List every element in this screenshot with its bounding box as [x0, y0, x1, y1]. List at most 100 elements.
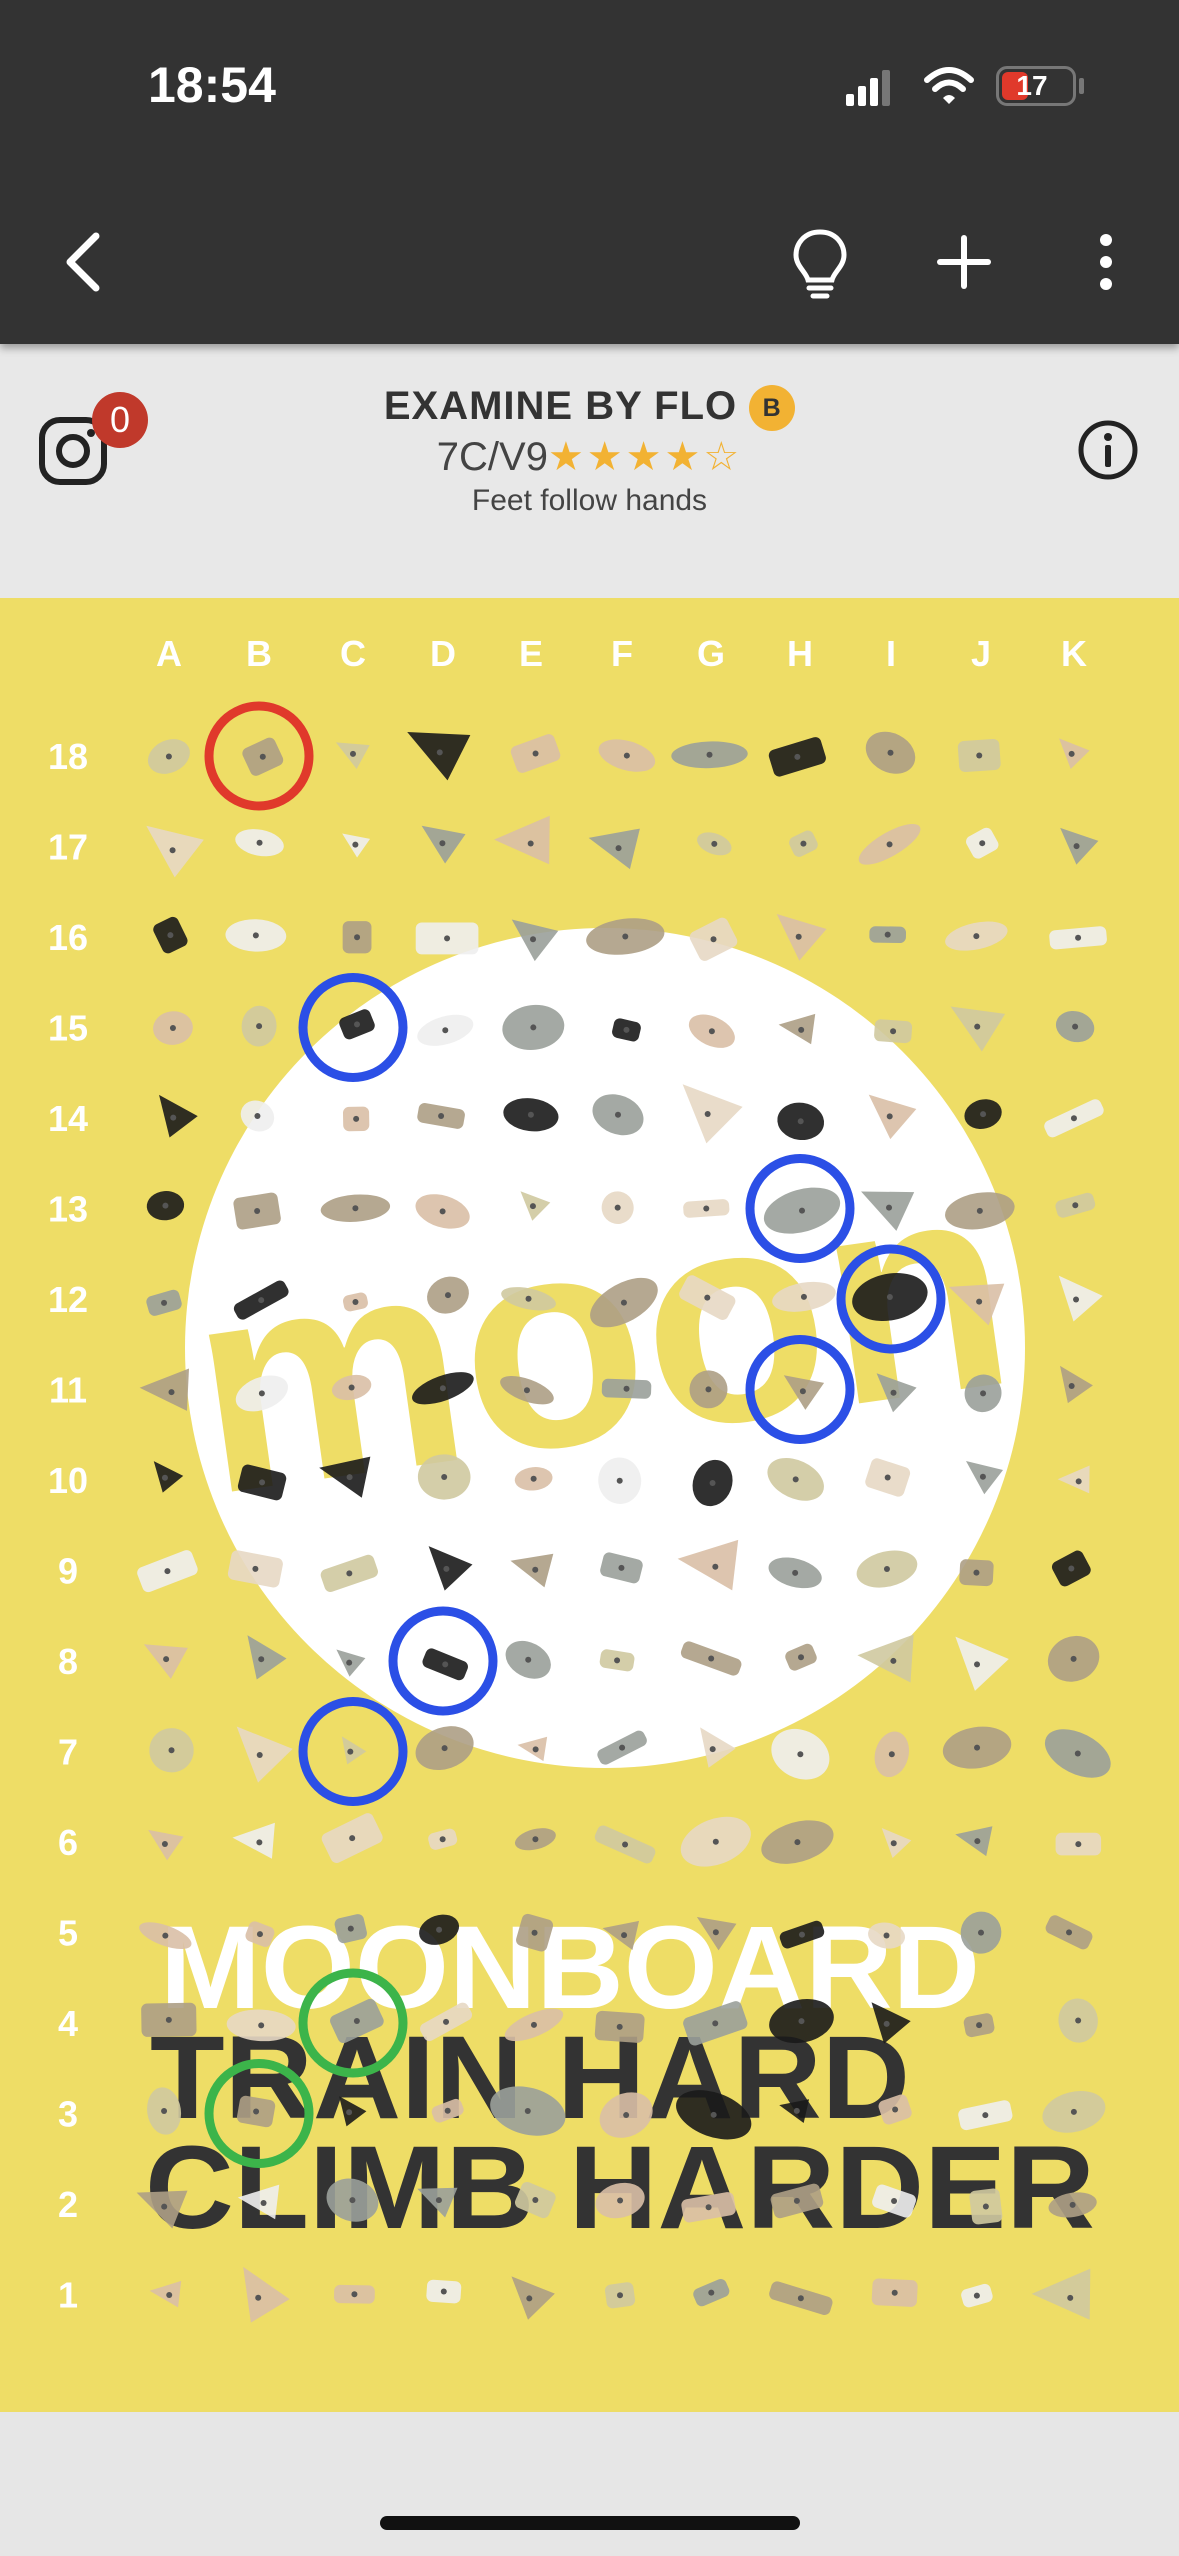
- hold-bolt-K2: [1069, 2201, 1076, 2208]
- problem-header: [0, 344, 1179, 598]
- hold-I8[interactable]: [857, 1629, 932, 1698]
- hold-bolt-D13: [439, 1208, 446, 1215]
- hold-K11[interactable]: [1047, 1365, 1094, 1410]
- hold-bolt-B7: [256, 1751, 263, 1758]
- hold-F5[interactable]: [602, 1917, 647, 1956]
- moonboard: moon MOONBOARD TRAIN HARD CLIMB HARDER A…: [0, 598, 1179, 2412]
- hold-bolt-H3: [793, 2107, 800, 2114]
- hold-A14[interactable]: [145, 1094, 199, 1144]
- hold-bolt-B13: [254, 1208, 261, 1215]
- hold-B8[interactable]: [232, 1635, 288, 1687]
- hold-bolt-B6: [256, 1839, 263, 1846]
- hold-J12[interactable]: [948, 1278, 1011, 1330]
- marker-start-B3[interactable]: [204, 2059, 314, 2168]
- hold-G7[interactable]: [686, 1727, 737, 1774]
- hold-bolt-E10: [530, 1475, 537, 1482]
- hold-E17[interactable]: [494, 810, 570, 881]
- hold-bolt-C12: [352, 1298, 359, 1305]
- hold-bolt-G4: [712, 2020, 719, 2027]
- hold-D9[interactable]: [418, 1546, 474, 1596]
- hold-bolt-C17: [352, 841, 359, 848]
- hold-bolt-H17: [800, 840, 807, 847]
- add-button[interactable]: [924, 222, 1004, 302]
- hold-B6[interactable]: [232, 1819, 288, 1870]
- hold-H16[interactable]: [769, 914, 828, 964]
- hold-bolt-C3: [346, 2109, 353, 2116]
- signal-icon: [846, 70, 890, 106]
- app-top-bar: 18:54 17: [0, 0, 1179, 344]
- instagram-button[interactable]: [38, 416, 108, 486]
- home-indicator[interactable]: [380, 2516, 800, 2530]
- hold-bolt-B14: [254, 1112, 261, 1119]
- hold-C10[interactable]: [319, 1452, 381, 1508]
- hold-D18[interactable]: [407, 729, 472, 783]
- hold-A11[interactable]: [139, 1364, 206, 1426]
- hold-bolt-E8: [525, 1656, 532, 1663]
- hold-E1[interactable]: [501, 2276, 556, 2325]
- marker-intermediate-D8[interactable]: [388, 1606, 498, 1716]
- hold-bolt-I17: [886, 841, 893, 848]
- column-label-C: C: [340, 633, 366, 674]
- problem-title: EXAMINE BY FLO B: [0, 384, 1179, 432]
- hold-C7[interactable]: [332, 1736, 368, 1769]
- hold-H15[interactable]: [778, 1010, 826, 1052]
- hold-bolt-I7: [888, 1751, 895, 1758]
- hold-bolt-J10: [979, 1473, 986, 1480]
- marker-intermediate-C15[interactable]: [298, 973, 408, 1082]
- hold-bolt-E18: [532, 750, 539, 757]
- hold-bolt-D3: [444, 2107, 451, 2114]
- hold-bolt-E11: [523, 1387, 530, 1394]
- marker-finish-B18[interactable]: [204, 701, 314, 811]
- hold-E9[interactable]: [510, 1550, 561, 1595]
- hold-I4[interactable]: [860, 2002, 913, 2049]
- hold-A2[interactable]: [136, 2186, 193, 2233]
- hold-K12[interactable]: [1046, 1275, 1104, 1328]
- hold-K10[interactable]: [1057, 1462, 1102, 1503]
- hold-A1[interactable]: [149, 2278, 191, 2315]
- hold-G9[interactable]: [677, 1534, 756, 1605]
- hold-C3[interactable]: [329, 2096, 367, 2131]
- marker-intermediate-H13[interactable]: [745, 1154, 855, 1263]
- hold-F17[interactable]: [588, 824, 650, 878]
- hold-bolt-B2: [260, 2199, 267, 2206]
- hold-bolt-D8: [442, 1661, 449, 1668]
- hold-bolt-F11: [623, 1385, 630, 1392]
- hold-bolt-K5: [1066, 1929, 1073, 1936]
- hold-B1[interactable]: [221, 2266, 292, 2334]
- hold-bolt-A4: [165, 2016, 172, 2023]
- hold-bolt-J5: [977, 1929, 984, 1936]
- marker-start-C4[interactable]: [298, 1968, 408, 2078]
- hold-I13[interactable]: [861, 1187, 917, 1234]
- hold-bolt-C9: [346, 1570, 353, 1577]
- hold-G14[interactable]: [669, 1084, 744, 1150]
- row-label-10: 10: [48, 1460, 88, 1501]
- hold-bolt-F15: [623, 1026, 630, 1033]
- hold-J8[interactable]: [942, 1636, 1011, 1698]
- hold-bolt-A5: [162, 1932, 169, 1939]
- back-button[interactable]: [44, 222, 124, 302]
- hold-bolt-E15: [530, 1024, 537, 1031]
- hold-bolt-I15: [890, 1028, 897, 1035]
- hold-bolt-E17: [527, 840, 534, 847]
- hold-E7[interactable]: [517, 1734, 555, 1768]
- marker-intermediate-C7[interactable]: [298, 1697, 408, 1806]
- hold-bolt-D5: [436, 1926, 443, 1933]
- hold-J6[interactable]: [955, 1823, 1000, 1863]
- info-button[interactable]: [1076, 418, 1140, 482]
- hold-bolt-F2: [617, 2197, 624, 2204]
- hold-bolt-D12: [444, 1292, 451, 1299]
- hold-B7[interactable]: [223, 1726, 294, 1790]
- hold-A10[interactable]: [144, 1461, 184, 1497]
- row-label-18: 18: [48, 736, 88, 777]
- hold-I11[interactable]: [868, 1373, 917, 1416]
- more-options-button[interactable]: [1066, 222, 1146, 302]
- lightbulb-button[interactable]: [780, 222, 860, 302]
- hold-K1[interactable]: [1031, 2263, 1112, 2338]
- row-label-15: 15: [48, 1008, 88, 1049]
- hold-bolt-F10: [616, 1477, 623, 1484]
- marker-intermediate-I12[interactable]: [836, 1244, 946, 1354]
- hold-bolt-K16: [1075, 934, 1082, 941]
- hold-B2[interactable]: [237, 2181, 291, 2230]
- hold-bolt-J6: [974, 1838, 981, 1845]
- marker-intermediate-H11[interactable]: [745, 1335, 855, 1444]
